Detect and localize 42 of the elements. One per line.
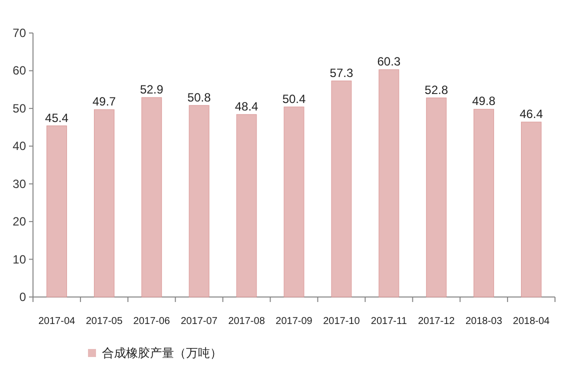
x-tick-label: 2017-12 — [418, 316, 456, 327]
data-label: 52.9 — [140, 82, 164, 96]
bar — [236, 114, 257, 298]
data-label: 46.4 — [520, 107, 544, 122]
data-label: 49.7 — [92, 94, 116, 109]
y-tick-label: 20 — [12, 214, 26, 229]
bar — [46, 126, 67, 298]
x-tick-label: 2017-05 — [86, 316, 123, 327]
bar — [141, 97, 162, 298]
data-label: 60.3 — [377, 54, 401, 69]
bar — [331, 80, 352, 298]
x-tick-label: 2018-03 — [465, 316, 503, 327]
x-tick-label: 2017-08 — [228, 316, 266, 327]
data-label: 50.8 — [187, 90, 212, 104]
bar — [94, 109, 114, 298]
x-tick-label: 2017-04 — [38, 316, 76, 327]
legend-label: 合成橡胶产量（万吨） — [102, 346, 222, 360]
y-tick-label: 0 — [19, 290, 26, 304]
data-label: 49.8 — [472, 94, 496, 108]
data-label: 57.3 — [330, 66, 354, 80]
x-tick-label: 2017-09 — [276, 316, 313, 327]
x-tick-label: 2017-07 — [180, 316, 218, 327]
x-tick-label: 2017-11 — [370, 316, 408, 327]
y-tick-label: 10 — [12, 252, 26, 266]
bar — [284, 106, 304, 298]
bar — [188, 105, 210, 298]
x-tick-label: 2017-10 — [323, 316, 360, 327]
y-tick-label: 60 — [12, 64, 26, 78]
y-tick-label: 30 — [12, 176, 26, 191]
bar — [378, 69, 400, 298]
data-label: 48.4 — [234, 99, 259, 114]
bar — [474, 108, 494, 298]
data-label: 50.4 — [282, 92, 306, 106]
bar — [426, 98, 447, 298]
y-tick-label: 50 — [12, 101, 26, 116]
data-label: 52.8 — [424, 82, 448, 97]
y-tick-label: 40 — [12, 139, 26, 154]
y-tick-label: 70 — [12, 26, 26, 40]
data-label: 45.4 — [45, 110, 69, 125]
x-tick-label: 2018-04 — [512, 316, 550, 327]
bar — [521, 122, 542, 298]
x-tick-label: 2017-06 — [133, 316, 170, 327]
